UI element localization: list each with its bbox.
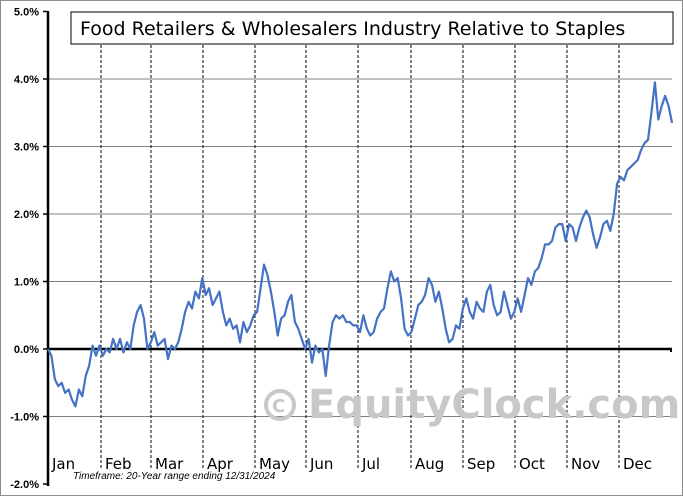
y-tick-label: 1.0% (14, 277, 39, 289)
month-label: Jul (361, 455, 380, 473)
month-label: Jan (51, 455, 75, 473)
watermark: C EquityClock.com (264, 382, 680, 428)
month-label: Jun (309, 455, 333, 473)
timeframe-note: Timeframe: 20-Year range ending 12/31/20… (73, 471, 276, 482)
copyright-icon (264, 389, 296, 421)
data-series-line (47, 81, 674, 408)
y-tick-label: 0.0% (14, 344, 39, 356)
horizontal-gridlines (48, 78, 672, 417)
copyright-c: C (272, 396, 285, 417)
month-label: Feb (105, 455, 132, 473)
x-axis-month-labels: Jan Feb Mar Apr May Jun Jul Aug Sep Oct Nov Dec (51, 455, 652, 473)
chart-title: Food Retailers & Wholesalers Industry Re… (80, 18, 625, 40)
y-tick-label: -1.0% (10, 412, 39, 424)
month-label: Nov (571, 455, 600, 473)
month-label: Mar (155, 455, 184, 473)
y-axis-ticks: 5.0% 4.0% 3.0% 2.0% 1.0% 0.0% -1.0% -2.0% (10, 7, 48, 491)
month-label: Aug (415, 455, 444, 473)
y-tick-label: 4.0% (14, 74, 39, 86)
watermark-text: EquityClock.com (308, 382, 680, 428)
month-dividers (100, 45, 620, 470)
y-tick-label: 2.0% (14, 209, 39, 221)
month-label: Sep (467, 455, 495, 473)
month-label: Apr (207, 455, 234, 473)
y-tick-label: -2.0% (10, 479, 39, 491)
month-label: Oct (519, 455, 545, 473)
y-tick-label: 3.0% (14, 142, 39, 154)
month-label: Dec (623, 455, 652, 473)
month-label: May (259, 455, 290, 473)
title-box (70, 11, 674, 45)
y-tick-label: 5.0% (14, 7, 39, 19)
